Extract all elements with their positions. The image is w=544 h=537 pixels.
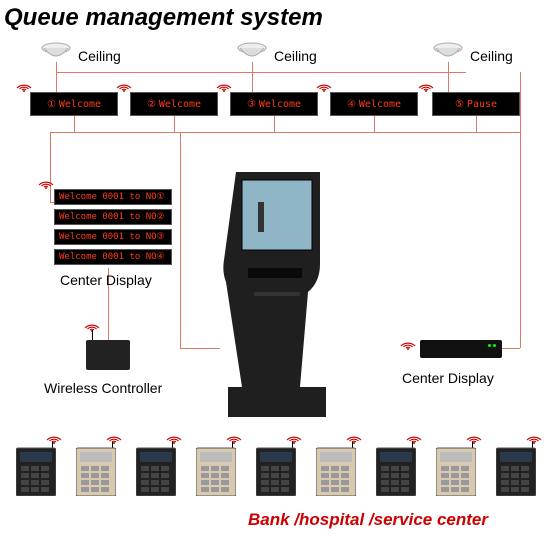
wire — [56, 62, 57, 92]
led-counter-display: ⑤Pause — [432, 92, 520, 116]
caller-keypad — [76, 444, 116, 496]
wire — [74, 116, 75, 132]
footer-caption: Bank /hospital /service center — [248, 510, 488, 530]
wire — [476, 116, 477, 132]
ticket-kiosk — [218, 172, 328, 417]
ceiling-speaker — [40, 42, 72, 62]
wifi-icon — [226, 430, 242, 444]
caller-keypad — [436, 444, 476, 496]
wifi-icon — [16, 78, 32, 92]
wifi-icon — [286, 430, 302, 444]
ceiling-label: Ceiling — [470, 48, 513, 64]
led-counter-display: ④Welcome — [330, 92, 418, 116]
led-queue-line: Welcome 0001 to NO④ — [54, 249, 172, 265]
caller-keypad — [376, 444, 416, 496]
wifi-icon — [346, 430, 362, 444]
wire — [56, 72, 466, 73]
ceiling-label: Ceiling — [78, 48, 121, 64]
center-display-label-left: Center Display — [60, 272, 152, 288]
led-counter-display: ①Welcome — [30, 92, 118, 116]
center-display-router — [420, 340, 502, 358]
caller-keypad — [16, 444, 56, 496]
ceiling-label: Ceiling — [274, 48, 317, 64]
wifi-icon — [466, 430, 482, 444]
led-queue-line: Welcome 0001 to NO① — [54, 189, 172, 205]
wifi-icon — [216, 78, 232, 92]
wire — [502, 348, 520, 349]
led-counter-display: ②Welcome — [130, 92, 218, 116]
wire — [180, 132, 181, 348]
wire — [252, 62, 253, 92]
led-counter-text: Welcome — [359, 99, 401, 110]
caller-keypad — [256, 444, 296, 496]
wire — [448, 62, 449, 92]
wireless-controller-label: Wireless Controller — [44, 380, 162, 396]
caller-keypad — [136, 444, 176, 496]
page-title: Queue management system — [4, 4, 323, 32]
wire — [50, 132, 520, 133]
wifi-icon — [406, 430, 422, 444]
wire — [520, 72, 521, 348]
wifi-icon — [418, 78, 434, 92]
center-display-label-right: Center Display — [402, 370, 494, 386]
led-counter-num: ③ — [247, 99, 256, 110]
led-queue-line: Welcome 0001 to NO③ — [54, 229, 172, 245]
led-counter-text: Welcome — [59, 99, 101, 110]
wifi-icon — [316, 78, 332, 92]
led-counter-num: ① — [47, 99, 56, 110]
led-counter-text: Welcome — [259, 99, 301, 110]
wifi-icon — [526, 430, 542, 444]
wifi-icon — [38, 175, 54, 189]
led-counter-num: ⑤ — [455, 99, 464, 110]
wire — [174, 116, 175, 132]
led-counter-text: Welcome — [159, 99, 201, 110]
wire — [374, 116, 375, 132]
caller-keypad — [316, 444, 356, 496]
wire — [274, 116, 275, 132]
wifi-icon — [46, 430, 62, 444]
led-queue-line: Welcome 0001 to NO② — [54, 209, 172, 225]
wifi-icon — [166, 430, 182, 444]
led-counter-num: ② — [147, 99, 156, 110]
wire — [180, 348, 220, 349]
caller-keypad — [496, 444, 536, 496]
led-counter-text: Pause — [467, 99, 497, 110]
ceiling-speaker — [432, 42, 464, 62]
wifi-icon — [116, 78, 132, 92]
led-counter-display: ③Welcome — [230, 92, 318, 116]
wifi-icon — [106, 430, 122, 444]
wireless-controller — [86, 340, 130, 370]
wire — [50, 132, 51, 202]
ceiling-speaker — [236, 42, 268, 62]
wifi-icon — [400, 336, 416, 350]
caller-keypad — [196, 444, 236, 496]
led-counter-num: ④ — [347, 99, 356, 110]
